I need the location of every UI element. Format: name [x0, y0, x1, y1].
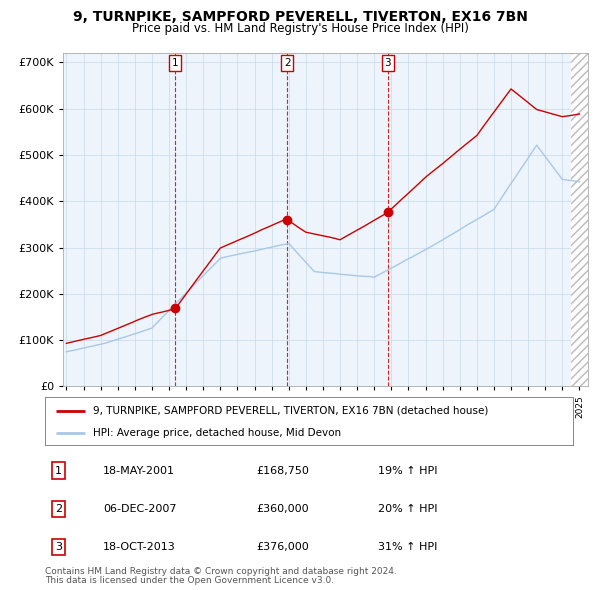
Text: 1: 1 [55, 466, 62, 476]
Text: 06-DEC-2007: 06-DEC-2007 [103, 504, 176, 514]
Text: Contains HM Land Registry data © Crown copyright and database right 2024.: Contains HM Land Registry data © Crown c… [45, 567, 397, 576]
Text: 3: 3 [55, 542, 62, 552]
Bar [571, 53, 588, 386]
Bar [571, 53, 588, 386]
Text: This data is licensed under the Open Government Licence v3.0.: This data is licensed under the Open Gov… [45, 576, 334, 585]
Text: 2: 2 [55, 504, 62, 514]
Text: £376,000: £376,000 [256, 542, 309, 552]
Text: 1: 1 [172, 58, 179, 68]
Text: HPI: Average price, detached house, Mid Devon: HPI: Average price, detached house, Mid … [92, 428, 341, 438]
Text: 9, TURNPIKE, SAMPFORD PEVERELL, TIVERTON, EX16 7BN (detached house): 9, TURNPIKE, SAMPFORD PEVERELL, TIVERTON… [92, 405, 488, 415]
Text: 19% ↑ HPI: 19% ↑ HPI [377, 466, 437, 476]
Text: 3: 3 [385, 58, 391, 68]
Text: 9, TURNPIKE, SAMPFORD PEVERELL, TIVERTON, EX16 7BN: 9, TURNPIKE, SAMPFORD PEVERELL, TIVERTON… [73, 10, 527, 24]
Text: 2: 2 [284, 58, 290, 68]
Text: 20% ↑ HPI: 20% ↑ HPI [377, 504, 437, 514]
Text: 18-OCT-2013: 18-OCT-2013 [103, 542, 176, 552]
Text: £360,000: £360,000 [256, 504, 309, 514]
Text: £168,750: £168,750 [256, 466, 309, 476]
Text: Price paid vs. HM Land Registry's House Price Index (HPI): Price paid vs. HM Land Registry's House … [131, 22, 469, 35]
Text: 18-MAY-2001: 18-MAY-2001 [103, 466, 175, 476]
Text: 31% ↑ HPI: 31% ↑ HPI [377, 542, 437, 552]
